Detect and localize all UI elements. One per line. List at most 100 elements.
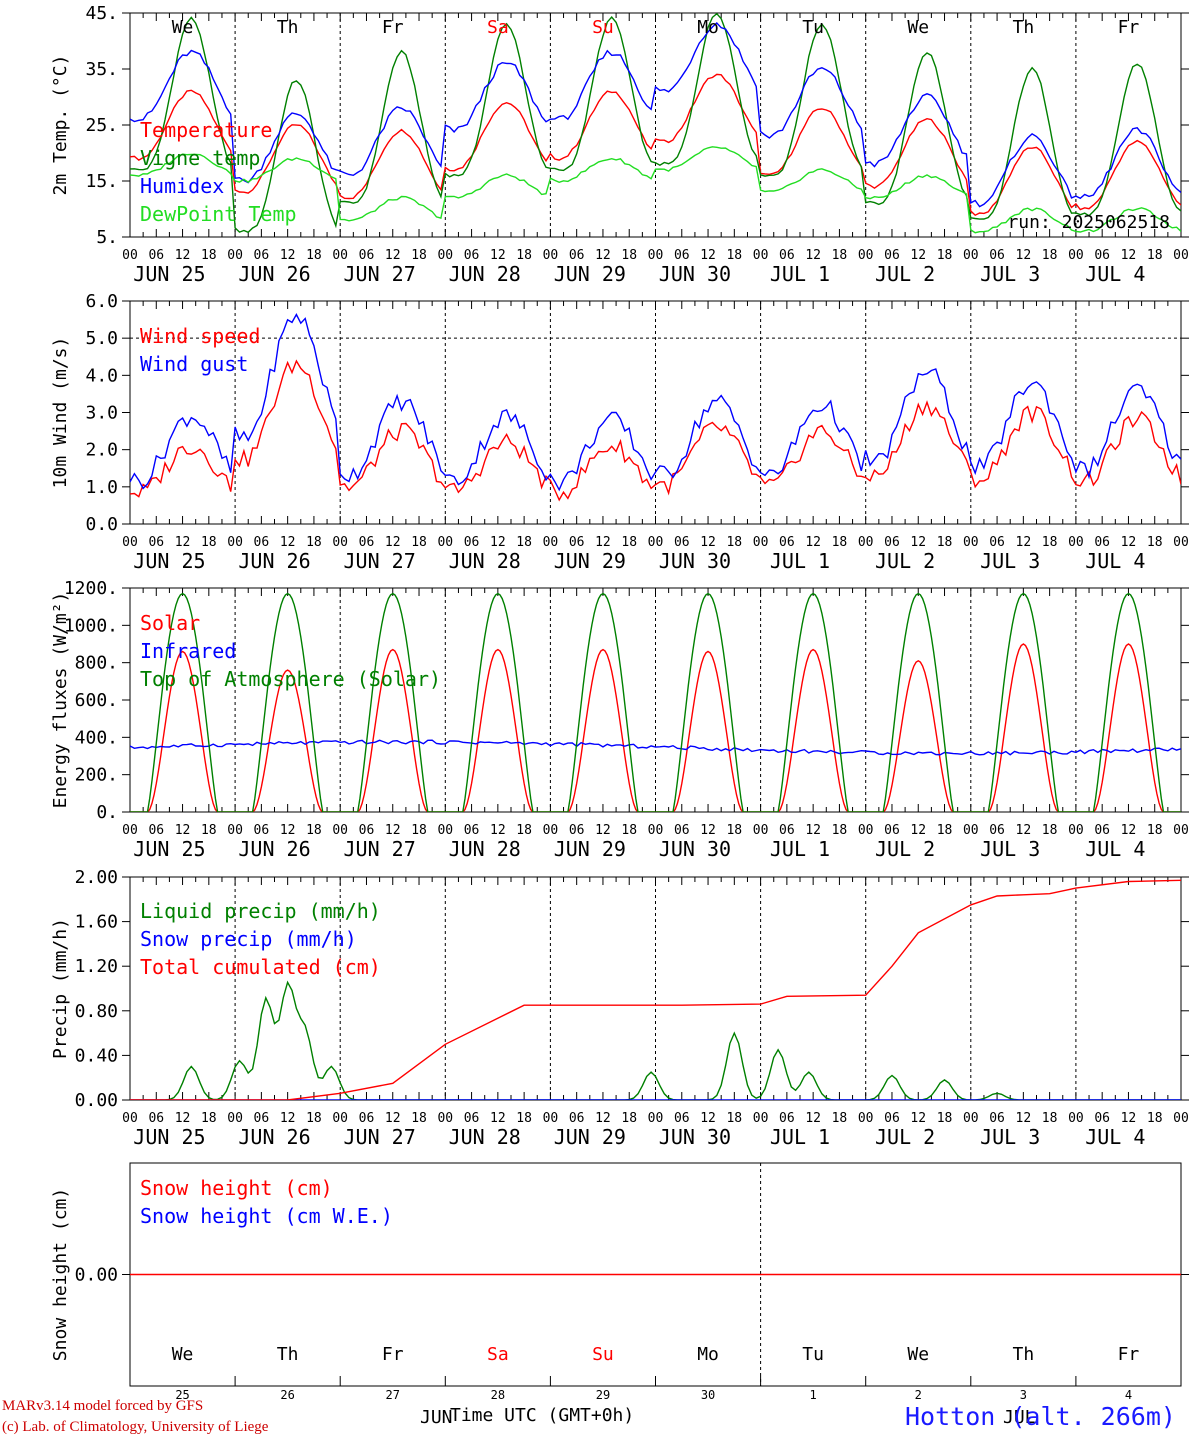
hour-tick-label: 00 bbox=[332, 1111, 348, 1126]
date-label: JUL 3 bbox=[980, 549, 1040, 573]
day-number: 25 bbox=[175, 1388, 189, 1402]
hour-tick-label: 06 bbox=[884, 1111, 900, 1126]
hour-tick-label: 18 bbox=[726, 535, 742, 550]
hour-tick-label: 00 bbox=[858, 823, 874, 838]
date-label: JUN 29 bbox=[554, 837, 626, 861]
series-line-humidex bbox=[130, 22, 1181, 208]
y-tick-label: 15. bbox=[85, 171, 118, 192]
legend-entry: Humidex bbox=[140, 174, 224, 198]
hour-tick-label: 18 bbox=[621, 823, 637, 838]
hour-tick-label: 12 bbox=[175, 535, 191, 550]
hour-tick-label: 18 bbox=[411, 1111, 427, 1126]
date-label: JUN 30 bbox=[659, 837, 731, 861]
hour-tick-label: 00 bbox=[858, 248, 874, 263]
hour-tick-label: 00 bbox=[332, 535, 348, 550]
hour-tick-label: 00 bbox=[648, 535, 664, 550]
y-tick-label: 0.80 bbox=[75, 1001, 118, 1022]
hour-tick-label: 00 bbox=[437, 1111, 453, 1126]
day-number: 26 bbox=[280, 1388, 294, 1402]
hour-tick-label: 12 bbox=[280, 823, 296, 838]
date-label: JUL 4 bbox=[1085, 549, 1145, 573]
hour-tick-label: 18 bbox=[1147, 248, 1163, 263]
hour-tick-label: 00 bbox=[753, 823, 769, 838]
hour-tick-label: 00 bbox=[1068, 823, 1084, 838]
weekday-label: Su bbox=[592, 17, 614, 38]
hour-tick-label: 12 bbox=[1121, 1111, 1137, 1126]
y-tick-label: 0.40 bbox=[75, 1045, 118, 1066]
hour-tick-label: 12 bbox=[490, 823, 506, 838]
date-label: JUL 1 bbox=[770, 1125, 830, 1149]
hour-tick-label: 12 bbox=[280, 1111, 296, 1126]
hour-tick-label: 06 bbox=[148, 1111, 164, 1126]
hour-tick-label: 18 bbox=[201, 1111, 217, 1126]
hour-tick-label: 06 bbox=[989, 1111, 1005, 1126]
date-label: JUL 3 bbox=[980, 1125, 1040, 1149]
hour-tick-label: 00 bbox=[227, 535, 243, 550]
hour-tick-label: 18 bbox=[306, 535, 322, 550]
hour-tick-label: 18 bbox=[937, 1111, 953, 1126]
panel-precip bbox=[122, 876, 1189, 1101]
x-axis-title: Time UTC (GMT+0h) bbox=[450, 1405, 635, 1426]
y-tick-label: 800. bbox=[75, 653, 118, 674]
weekday-label: We bbox=[172, 1344, 194, 1365]
panel-frame bbox=[129, 587, 1182, 813]
hour-tick-label: 06 bbox=[254, 1111, 270, 1126]
hour-tick-label: 00 bbox=[1068, 1111, 1084, 1126]
month-label: JUN bbox=[420, 1407, 453, 1428]
hour-tick-label: 06 bbox=[254, 535, 270, 550]
date-label: JUN 26 bbox=[238, 262, 310, 286]
hour-tick-label: 18 bbox=[201, 823, 217, 838]
hour-tick-label: 12 bbox=[490, 1111, 506, 1126]
legend-entry: Snow precip (mm/h) bbox=[140, 927, 357, 951]
hour-tick-label: 18 bbox=[1042, 1111, 1058, 1126]
legend-entry: Wind gust bbox=[140, 352, 248, 376]
hour-tick-label: 12 bbox=[1121, 535, 1137, 550]
hour-tick-label: 06 bbox=[989, 823, 1005, 838]
hour-tick-label: 12 bbox=[700, 823, 716, 838]
hour-tick-label: 00 bbox=[227, 248, 243, 263]
date-label: JUL 2 bbox=[875, 549, 935, 573]
hour-tick-label: 00 bbox=[1173, 1111, 1189, 1126]
run-label: run: 2025062518 bbox=[1007, 212, 1170, 233]
hour-tick-label: 00 bbox=[437, 535, 453, 550]
hour-tick-label: 12 bbox=[175, 1111, 191, 1126]
hour-tick-label: 18 bbox=[306, 823, 322, 838]
weekday-label: Mo bbox=[697, 17, 719, 38]
hour-tick-label: 06 bbox=[779, 1111, 795, 1126]
hour-tick-label: 12 bbox=[1016, 823, 1032, 838]
hour-tick-label: 00 bbox=[858, 1111, 874, 1126]
hour-tick-label: 06 bbox=[464, 823, 480, 838]
credit-lab: (c) Lab. of Climatology, University of L… bbox=[2, 1419, 269, 1435]
hour-tick-label: 18 bbox=[306, 1111, 322, 1126]
hour-tick-label: 00 bbox=[648, 248, 664, 263]
y-tick-label: 200. bbox=[75, 765, 118, 786]
hour-tick-label: 12 bbox=[595, 1111, 611, 1126]
hour-tick-label: 12 bbox=[280, 248, 296, 263]
legend-entry: Liquid precip (mm/h) bbox=[140, 899, 381, 923]
hour-tick-label: 18 bbox=[411, 248, 427, 263]
weekday-label: Su bbox=[592, 1344, 614, 1365]
hour-tick-label: 06 bbox=[569, 535, 585, 550]
hour-tick-label: 00 bbox=[437, 823, 453, 838]
date-label: JUN 30 bbox=[659, 1125, 731, 1149]
hour-tick-label: 18 bbox=[306, 248, 322, 263]
series-line-wind-gust bbox=[130, 313, 1181, 492]
day-number: 27 bbox=[386, 1388, 400, 1402]
hour-tick-label: 12 bbox=[700, 535, 716, 550]
y-tick-label: 45. bbox=[85, 3, 118, 24]
date-label: JUN 26 bbox=[238, 1125, 310, 1149]
hour-tick-label: 06 bbox=[779, 248, 795, 263]
hour-tick-label: 12 bbox=[1016, 248, 1032, 263]
hour-tick-label: 18 bbox=[937, 823, 953, 838]
panel-wind bbox=[122, 300, 1189, 525]
hour-tick-label: 18 bbox=[832, 535, 848, 550]
panel-energy bbox=[122, 587, 1189, 813]
day-number: 4 bbox=[1125, 1388, 1132, 1402]
hour-tick-label: 12 bbox=[385, 535, 401, 550]
weekday-label: Sa bbox=[487, 17, 509, 38]
hour-tick-label: 18 bbox=[621, 248, 637, 263]
y-tick-label: 2.00 bbox=[75, 867, 118, 888]
date-label: JUL 1 bbox=[770, 549, 830, 573]
hour-tick-label: 00 bbox=[437, 248, 453, 263]
hour-tick-label: 18 bbox=[1147, 823, 1163, 838]
